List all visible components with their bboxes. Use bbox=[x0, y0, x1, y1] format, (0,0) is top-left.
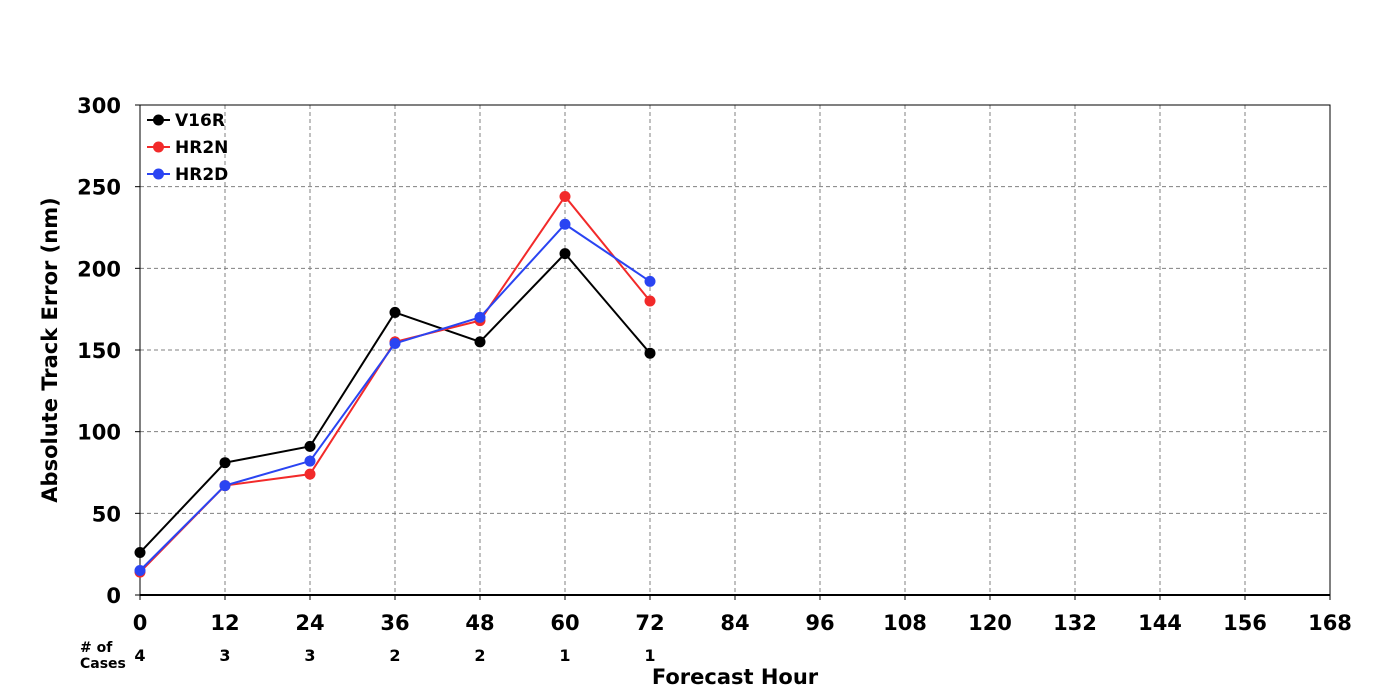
case-count: 2 bbox=[389, 646, 400, 665]
y-tick-label: 150 bbox=[77, 339, 121, 363]
data-point bbox=[474, 311, 486, 323]
y-tick-label: 100 bbox=[77, 421, 121, 445]
x-axis-ticks: 0 12 24 36 48 60 72 84 96 108 120 132 144 156 168 bbox=[133, 595, 1352, 635]
x-tick-label: 108 bbox=[883, 611, 927, 635]
x-tick-label: 84 bbox=[720, 611, 749, 635]
case-count: 3 bbox=[219, 646, 230, 665]
cases-row: # of Cases 4 3 3 2 2 1 1 bbox=[80, 640, 656, 672]
x-tick-label: 168 bbox=[1308, 611, 1352, 635]
y-axis-title: Absolute Track Error (nm) bbox=[38, 197, 62, 502]
legend-item-hr2d: HR2D bbox=[147, 165, 228, 185]
data-point bbox=[559, 190, 571, 202]
x-tick-label: 48 bbox=[465, 611, 494, 635]
y-tick-label: 250 bbox=[77, 176, 121, 200]
y-tick-label: 0 bbox=[106, 584, 121, 608]
data-point bbox=[219, 480, 231, 492]
legend-label: HR2N bbox=[175, 138, 228, 158]
y-axis-ticks: 0 50 100 150 200 250 300 bbox=[77, 94, 140, 608]
case-count: 1 bbox=[559, 646, 570, 665]
data-point bbox=[559, 248, 571, 260]
series-v16r bbox=[134, 248, 656, 559]
x-tick-label: 12 bbox=[210, 611, 239, 635]
data-point bbox=[644, 347, 656, 359]
data-point bbox=[304, 440, 316, 452]
grid-lines bbox=[140, 105, 1330, 595]
case-count: 4 bbox=[134, 646, 145, 665]
data-point bbox=[134, 547, 146, 559]
x-tick-label: 96 bbox=[805, 611, 834, 635]
legend-label: V16R bbox=[175, 111, 225, 131]
x-tick-label: 36 bbox=[380, 611, 409, 635]
x-tick-label: 24 bbox=[295, 611, 324, 635]
case-count: 1 bbox=[644, 646, 655, 665]
data-point bbox=[559, 218, 571, 230]
case-count: 3 bbox=[304, 646, 315, 665]
legend-swatch-marker bbox=[153, 168, 164, 180]
x-tick-label: 120 bbox=[968, 611, 1012, 635]
data-point bbox=[134, 565, 146, 576]
x-tick-label: 0 bbox=[133, 611, 148, 635]
x-tick-label: 156 bbox=[1223, 611, 1267, 635]
data-point bbox=[474, 336, 486, 348]
legend-swatch-marker bbox=[153, 141, 164, 153]
legend-item-hr2n: HR2N bbox=[147, 138, 228, 158]
y-tick-label: 50 bbox=[92, 502, 121, 526]
x-tick-label: 132 bbox=[1053, 611, 1097, 635]
data-point bbox=[304, 455, 316, 467]
legend-label: HR2D bbox=[175, 165, 228, 185]
x-tick-label: 72 bbox=[635, 611, 664, 635]
cases-label: Cases bbox=[80, 656, 126, 672]
series-layer bbox=[134, 190, 656, 578]
series-hr2d bbox=[134, 218, 656, 576]
data-point bbox=[389, 337, 401, 349]
data-point bbox=[644, 275, 656, 287]
case-count: 2 bbox=[474, 646, 485, 665]
legend-item-v16r: V16R bbox=[147, 111, 225, 131]
data-point bbox=[219, 457, 231, 469]
legend-swatch-marker bbox=[153, 114, 164, 126]
x-axis-title: Forecast Hour bbox=[652, 665, 819, 689]
legend: V16R HR2N HR2D bbox=[147, 111, 228, 185]
data-point bbox=[644, 295, 656, 307]
y-tick-label: 300 bbox=[77, 94, 121, 118]
data-point bbox=[389, 306, 401, 318]
x-tick-label: 144 bbox=[1138, 611, 1182, 635]
y-tick-label: 200 bbox=[77, 257, 121, 281]
x-tick-label: 60 bbox=[550, 611, 579, 635]
data-point bbox=[304, 468, 316, 480]
cases-label: # of bbox=[80, 640, 113, 656]
